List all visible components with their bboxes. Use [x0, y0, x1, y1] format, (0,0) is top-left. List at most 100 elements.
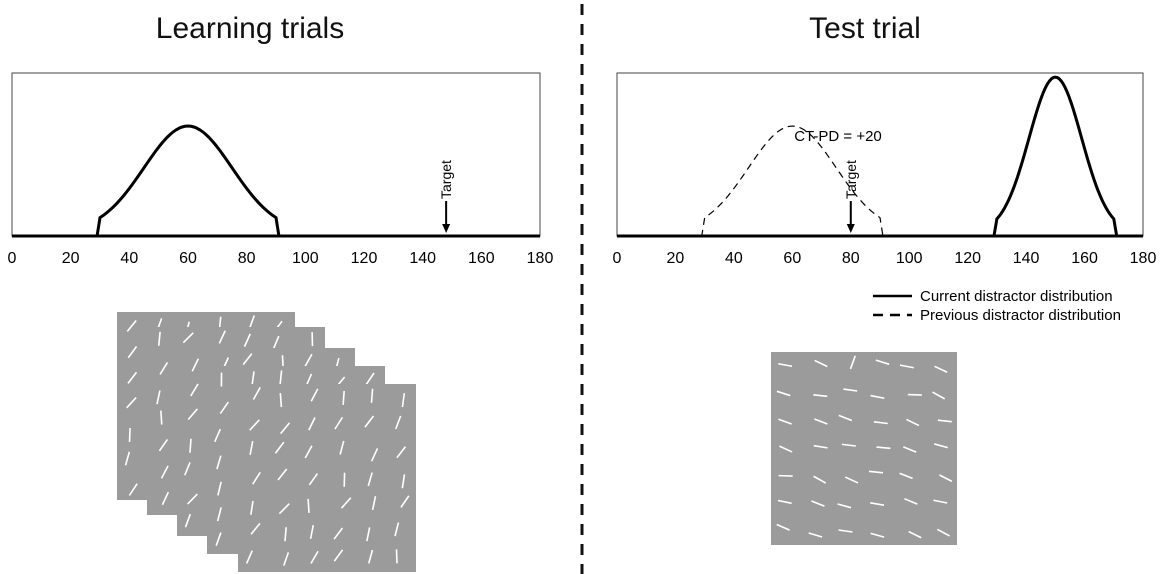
line-element	[160, 410, 163, 425]
line-element	[841, 443, 856, 447]
line-element	[776, 523, 790, 531]
line-element	[128, 483, 138, 496]
line-element	[814, 418, 828, 425]
line-element	[307, 498, 310, 513]
legend-previous-label: Previous distractor distribution	[920, 307, 1121, 324]
line-element	[219, 401, 229, 415]
line-element	[308, 417, 316, 431]
line-element	[367, 472, 373, 487]
target-arrowhead	[442, 224, 451, 233]
test-trial-title: Test trial	[809, 12, 921, 45]
x-axis-ticks: 0 20 40 60 80 100 120 140 160 180	[613, 250, 1157, 267]
line-element	[876, 446, 891, 450]
line-element	[849, 355, 857, 370]
line-element	[182, 332, 194, 344]
line-element	[284, 527, 287, 542]
line-element	[250, 522, 261, 535]
line-element	[873, 421, 888, 425]
line-element	[245, 550, 253, 564]
tick-label: 20	[667, 250, 685, 267]
line-element	[187, 408, 198, 421]
line-element	[394, 415, 402, 430]
line-element	[934, 443, 948, 449]
line-element	[904, 498, 918, 505]
line-element	[184, 513, 192, 528]
line-element	[844, 476, 859, 484]
line-element	[366, 527, 371, 542]
line-element	[838, 529, 853, 533]
line-element	[936, 528, 951, 537]
line-element	[932, 391, 946, 400]
line-element	[304, 353, 313, 367]
line-element	[342, 390, 345, 405]
line-element	[813, 393, 828, 398]
line-element	[187, 493, 198, 505]
line-element	[274, 441, 285, 454]
line-element	[157, 331, 161, 346]
line-element	[340, 497, 352, 509]
line-element	[870, 502, 885, 506]
line-element	[394, 522, 400, 537]
line-element	[309, 524, 315, 540]
line-element	[216, 455, 222, 470]
line-element	[191, 358, 200, 372]
tick-label: 40	[725, 250, 743, 267]
line-element	[365, 372, 375, 386]
tick-label: 140	[1013, 250, 1040, 267]
line-element	[870, 532, 885, 538]
line-element	[899, 364, 914, 369]
line-element	[127, 371, 138, 384]
line-element	[933, 499, 948, 504]
line-element	[811, 500, 825, 507]
line-element	[248, 315, 256, 329]
line-element	[161, 491, 170, 506]
target-label: Target	[438, 160, 454, 199]
tick-label: 120	[351, 250, 378, 267]
line-element	[278, 503, 290, 515]
line-element	[126, 397, 137, 409]
line-element	[401, 393, 406, 408]
line-element	[189, 438, 192, 453]
tick-label: 100	[896, 250, 923, 267]
line-element	[249, 419, 260, 431]
line-element	[128, 427, 131, 443]
line-element	[908, 530, 922, 539]
line-element	[272, 335, 280, 350]
chart-frame	[616, 72, 1144, 237]
tick-label: 60	[783, 250, 801, 267]
line-element	[252, 471, 261, 485]
line-element	[396, 446, 407, 459]
target-label: Target	[843, 160, 859, 199]
line-element	[401, 474, 406, 489]
learning-trials-title: Learning trials	[155, 12, 345, 45]
line-element	[778, 418, 792, 425]
x-axis-ticks: 0 20 40 60 80 100 120 140 160 180	[8, 250, 554, 267]
line-element	[158, 438, 169, 452]
current-distribution-curve	[617, 75, 1119, 238]
line-element	[333, 527, 344, 540]
line-element	[159, 362, 169, 375]
tick-label: 60	[179, 250, 197, 267]
line-element	[124, 451, 131, 466]
line-element	[333, 549, 344, 562]
line-element	[843, 388, 858, 392]
line-element	[907, 393, 922, 396]
tick-label: 120	[954, 250, 981, 267]
line-element	[814, 359, 828, 368]
tick-label: 180	[527, 250, 554, 267]
line-element	[902, 446, 917, 453]
line-element	[870, 394, 885, 400]
line-element	[126, 319, 137, 332]
target-marker: Target	[843, 160, 859, 233]
line-element	[776, 390, 791, 397]
stimulus-display	[238, 384, 416, 572]
line-element	[279, 370, 283, 385]
chart-frame	[11, 72, 541, 237]
line-element	[190, 383, 199, 397]
line-element	[243, 333, 251, 347]
line-element	[308, 473, 319, 486]
line-element	[813, 475, 827, 484]
test-trial-display	[771, 352, 957, 545]
tick-label: 140	[409, 250, 436, 267]
